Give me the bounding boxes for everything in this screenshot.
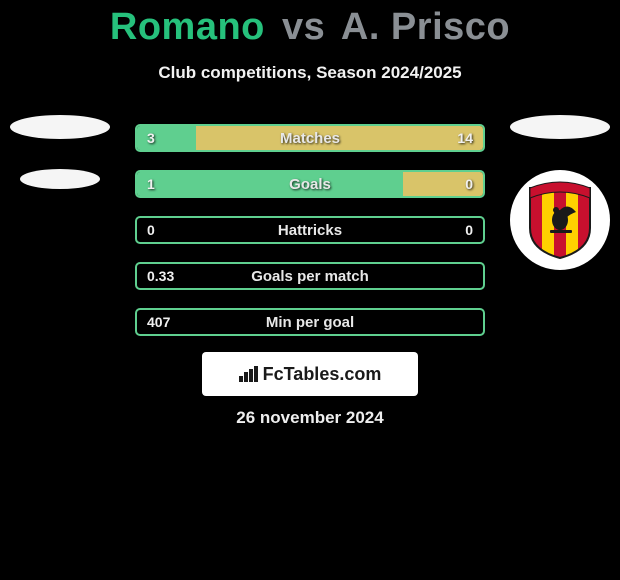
vs-separator: vs	[282, 6, 325, 48]
snapshot-date: 26 november 2024	[0, 408, 620, 428]
stat-row-hattricks: 0 Hattricks 0	[135, 216, 485, 244]
stat-right-value: 0	[455, 172, 483, 196]
player2-name: A. Prisco	[341, 6, 510, 48]
stat-row-matches: 3 Matches 14	[135, 124, 485, 152]
stat-right-value	[463, 264, 483, 288]
stat-row-goals-per-match: 0.33 Goals per match	[135, 262, 485, 290]
benevento-badge-icon	[520, 180, 600, 260]
stat-right-value: 0	[455, 218, 483, 242]
player2-club-badge	[510, 170, 610, 270]
bar-chart-icon	[239, 366, 259, 382]
player1-avatar-region	[10, 115, 110, 215]
comparison-title: Romano vs A. Prisco	[0, 0, 620, 49]
stat-label: Hattricks	[137, 218, 483, 242]
logo-label: FcTables.com	[263, 364, 382, 385]
stat-right-value	[463, 310, 483, 334]
player1-club-placeholder	[20, 169, 100, 189]
stat-right-value: 14	[447, 126, 483, 150]
player2-avatar-placeholder	[510, 115, 610, 139]
stat-label: Min per goal	[137, 310, 483, 334]
logo-text: FcTables.com	[239, 364, 382, 385]
stat-label: Matches	[137, 126, 483, 150]
player1-avatar-placeholder	[10, 115, 110, 139]
stat-bars: 3 Matches 14 1 Goals 0 0 Hattricks 0 0.3…	[135, 124, 485, 354]
player1-name: Romano	[110, 6, 265, 48]
fctables-logo: FcTables.com	[202, 352, 418, 396]
subtitle: Club competitions, Season 2024/2025	[0, 63, 620, 83]
stat-row-min-per-goal: 407 Min per goal	[135, 308, 485, 336]
stat-label: Goals per match	[137, 264, 483, 288]
stat-row-goals: 1 Goals 0	[135, 170, 485, 198]
stat-label: Goals	[137, 172, 483, 196]
